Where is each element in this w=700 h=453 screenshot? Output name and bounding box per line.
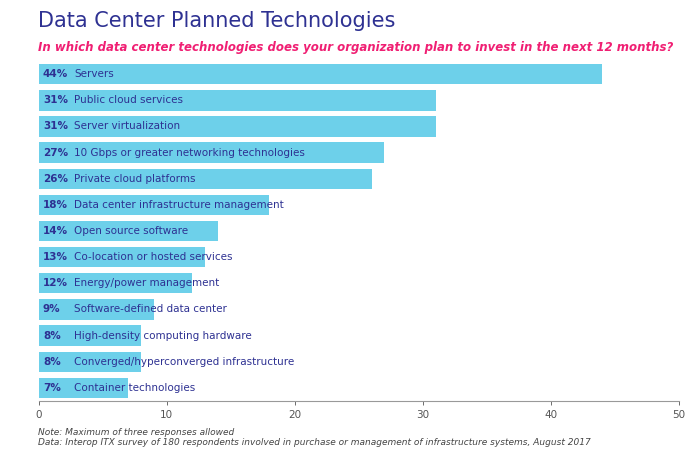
Text: 10 Gbps or greater networking technologies: 10 Gbps or greater networking technologi… bbox=[74, 148, 305, 158]
Text: Container technologies: Container technologies bbox=[74, 383, 195, 393]
Text: 14%: 14% bbox=[43, 226, 68, 236]
Text: Energy/power management: Energy/power management bbox=[74, 278, 220, 288]
Text: 7%: 7% bbox=[43, 383, 61, 393]
Text: 13%: 13% bbox=[43, 252, 68, 262]
Bar bbox=[38, 352, 141, 372]
Text: 31%: 31% bbox=[43, 121, 68, 131]
Bar bbox=[38, 299, 154, 320]
Text: 27%: 27% bbox=[43, 148, 68, 158]
Text: Private cloud platforms: Private cloud platforms bbox=[74, 174, 196, 184]
Bar bbox=[38, 325, 141, 346]
Bar bbox=[38, 64, 602, 84]
Bar bbox=[38, 273, 193, 294]
Text: Software-defined data center: Software-defined data center bbox=[74, 304, 228, 314]
Bar bbox=[38, 221, 218, 241]
Text: 44%: 44% bbox=[43, 69, 68, 79]
Bar bbox=[38, 247, 205, 267]
Text: Converged/hyperconverged infrastructure: Converged/hyperconverged infrastructure bbox=[74, 357, 295, 366]
Bar bbox=[38, 169, 372, 189]
Text: In which data center technologies does your organization plan to invest in the n: In which data center technologies does y… bbox=[38, 41, 674, 54]
Bar bbox=[38, 195, 269, 215]
Text: Data center infrastructure management: Data center infrastructure management bbox=[74, 200, 284, 210]
Text: Open source software: Open source software bbox=[74, 226, 188, 236]
Text: High-density computing hardware: High-density computing hardware bbox=[74, 331, 252, 341]
Text: 18%: 18% bbox=[43, 200, 68, 210]
Text: 9%: 9% bbox=[43, 304, 61, 314]
Text: 8%: 8% bbox=[43, 331, 61, 341]
Text: Note: Maximum of three responses allowed: Note: Maximum of three responses allowed bbox=[38, 428, 235, 437]
Bar bbox=[38, 378, 128, 398]
Text: Data: Interop ITX survey of 180 respondents involved in purchase or management o: Data: Interop ITX survey of 180 responde… bbox=[38, 438, 592, 447]
Bar bbox=[38, 90, 435, 111]
Text: 26%: 26% bbox=[43, 174, 68, 184]
Text: 31%: 31% bbox=[43, 96, 68, 106]
Text: Data Center Planned Technologies: Data Center Planned Technologies bbox=[38, 11, 396, 31]
Bar bbox=[38, 116, 435, 137]
Text: 8%: 8% bbox=[43, 357, 61, 366]
Text: Public cloud services: Public cloud services bbox=[74, 96, 183, 106]
Bar bbox=[38, 142, 384, 163]
Text: Servers: Servers bbox=[74, 69, 114, 79]
Text: 12%: 12% bbox=[43, 278, 68, 288]
Text: Co-location or hosted services: Co-location or hosted services bbox=[74, 252, 233, 262]
Text: Server virtualization: Server virtualization bbox=[74, 121, 181, 131]
